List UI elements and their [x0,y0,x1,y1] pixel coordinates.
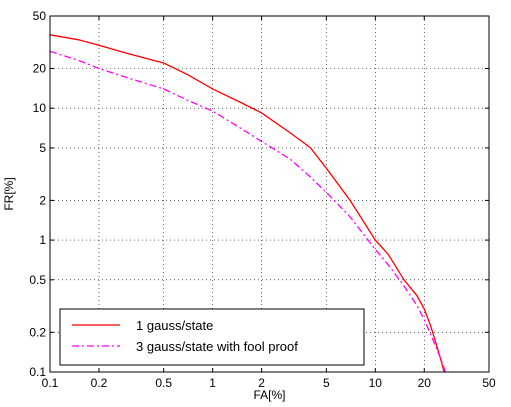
y-axis-label: FR[%] [2,177,16,210]
y-tick-label: 2 [39,193,46,207]
plot-frame [49,15,490,373]
x-tick-label: 10 [369,376,383,390]
tick-labels: 0.1 0.2 0.5 1 2 5 10 20 50 0.1 0.2 0.5 1 2 5 10 20 50 [29,9,496,390]
x-tick-label: 20 [418,376,432,390]
y-tick-label: 20 [33,61,47,75]
legend-label-2: 3 gauss/state with fool proof [136,339,298,354]
y-tick-label: 5 [39,141,46,155]
x-axis-label: FA[%] [253,388,285,402]
y-tick-label: 0.1 [29,365,46,379]
legend-label-1: 1 gauss/state [136,318,213,333]
x-tick-label: 5 [323,376,330,390]
series-group [49,34,447,373]
legend: 1 gauss/state 3 gauss/state with fool pro… [59,308,365,366]
y-tick-label: 50 [33,9,47,23]
x-tick-label: 0.2 [91,376,108,390]
series-line-1 [49,34,445,373]
series-line-2 [49,50,447,373]
y-tick-label: 0.5 [29,273,46,287]
x-tick-label: 0.1 [42,376,59,390]
y-tick-label: 1 [39,233,46,247]
x-tick-label: 1 [209,376,216,390]
y-tick-label: 0.2 [29,325,46,339]
x-tick-label: 2 [258,376,265,390]
x-tick-label: 50 [482,376,496,390]
legend-box [59,308,365,366]
x-tick-label: 0.5 [155,376,172,390]
y-tick-label: 10 [33,101,47,115]
